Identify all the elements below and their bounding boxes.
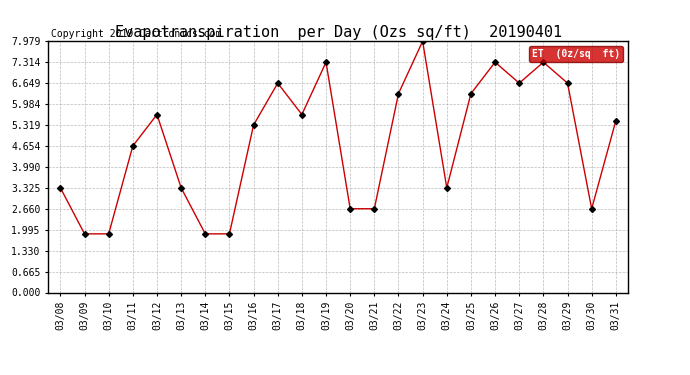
- Legend: ET  (0z/sq  ft): ET (0z/sq ft): [529, 46, 623, 62]
- Title: Evapotranspiration  per Day (Ozs sq/ft)  20190401: Evapotranspiration per Day (Ozs sq/ft) 2…: [115, 25, 562, 40]
- Text: Copyright 2019 Cartronics.com: Copyright 2019 Cartronics.com: [51, 29, 221, 39]
